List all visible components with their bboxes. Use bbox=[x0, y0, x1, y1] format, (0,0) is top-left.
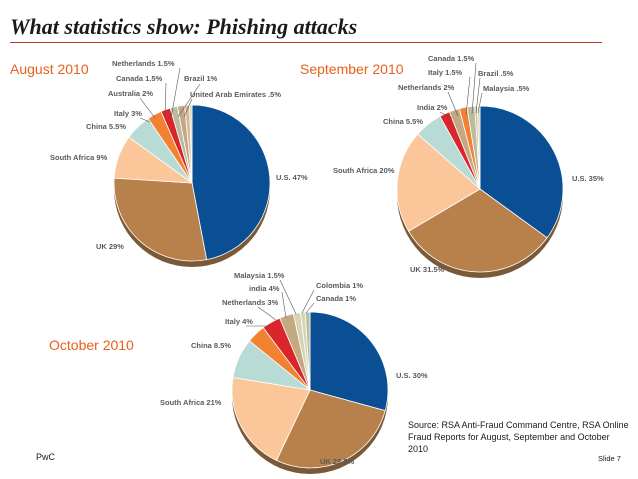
slice-label-u-s-: U.S. 30% bbox=[396, 371, 428, 380]
leader-line bbox=[477, 92, 483, 114]
chart-title-august: August 2010 bbox=[10, 61, 89, 77]
leader-line bbox=[257, 306, 277, 321]
slice-label-malaysia: Malaysia 1.5% bbox=[234, 271, 285, 280]
slice-label-u-s-: U.S. 35% bbox=[572, 174, 604, 183]
title-rule bbox=[10, 42, 602, 43]
slice-label-united-arab-emirates: United Arab Emirates .5% bbox=[190, 90, 281, 99]
pie-slice-malaysia bbox=[476, 105, 481, 190]
pie-slice-south-africa bbox=[396, 133, 481, 232]
source-note: Source: RSA Anti-Fraud Command Centre, R… bbox=[408, 420, 629, 454]
slice-label-netherlands: Netherlands 1.5% bbox=[112, 59, 175, 68]
leader-line bbox=[465, 76, 471, 116]
slice-label-malaysia: Malaysia .5% bbox=[483, 84, 530, 93]
slide-number: Slide 7 bbox=[598, 454, 621, 463]
leader-line bbox=[301, 289, 315, 314]
pie-august-2010: U.S. 47% UK 29% South Africa 9% China 5.5% I… bbox=[50, 59, 308, 267]
slice-label-south-africa: South Africa 9% bbox=[50, 153, 108, 162]
leader-line bbox=[447, 91, 459, 117]
leader-line bbox=[281, 291, 287, 319]
pie-september-2010: U.S. 35% UK 31.5% South Africa 20% China 5.… bbox=[333, 54, 604, 278]
leader-line bbox=[139, 117, 151, 123]
pie-slice-canada bbox=[304, 311, 311, 391]
slice-label-india: india 4% bbox=[249, 284, 280, 293]
slice-label-china: China 5.5% bbox=[86, 122, 126, 131]
slice-label-india: India 2% bbox=[417, 103, 448, 112]
slice-label-china: China 5.5% bbox=[383, 117, 423, 126]
pie-slice-uk bbox=[408, 188, 548, 273]
slice-label-brazil: Brazil .5% bbox=[478, 69, 514, 78]
slice-label-uk: UK 28.5% bbox=[320, 457, 355, 466]
leader-line bbox=[183, 98, 193, 118]
leader-line bbox=[164, 82, 167, 119]
leader-line bbox=[279, 279, 297, 315]
slice-label-canada: Canada 1.5% bbox=[116, 74, 163, 83]
slice-label-uk: UK 31.5% bbox=[410, 265, 445, 274]
pie-october-2010: U.S. 30% UK 28.5% South Africa 21% China 8.… bbox=[160, 271, 428, 474]
pie-slice-uk bbox=[275, 389, 386, 469]
pie-slice-uk bbox=[113, 177, 208, 262]
slice-label-canada: Canada 1% bbox=[316, 294, 356, 303]
slice-label-uk: UK 29% bbox=[96, 242, 124, 251]
footer-brand: PwC bbox=[36, 452, 56, 462]
leader-line bbox=[177, 83, 201, 118]
pie-slice-u-s- bbox=[191, 104, 271, 261]
leader-line bbox=[471, 62, 477, 115]
slice-label-south-africa: South Africa 20% bbox=[333, 166, 395, 175]
slice-label-canada: Canada 1.5% bbox=[428, 54, 475, 63]
slice-label-u-s-: U.S. 47% bbox=[276, 173, 308, 182]
leader-line bbox=[439, 111, 453, 119]
slide-title: What statistics show: Phishing attacks bbox=[10, 14, 358, 39]
slice-label-netherlands: Netherlands 3% bbox=[222, 298, 279, 307]
pie-slice-u-s- bbox=[309, 311, 389, 412]
leader-line bbox=[475, 77, 481, 114]
chart-title-october: October 2010 bbox=[49, 337, 134, 353]
leader-line bbox=[305, 302, 315, 314]
pie-slice-south-africa bbox=[231, 377, 311, 461]
slice-label-italy: Italy 4% bbox=[225, 317, 253, 326]
slice-label-netherlands: Netherlands 2% bbox=[398, 83, 455, 92]
slice-label-south-africa: South Africa 21% bbox=[160, 398, 222, 407]
pie-slice-u-s- bbox=[479, 105, 564, 239]
slice-label-australia: Australia 2% bbox=[108, 89, 153, 98]
slice-label-italy: Italy 1.5% bbox=[428, 68, 463, 77]
leader-line bbox=[139, 97, 156, 119]
slice-label-brazil: Brazil 1% bbox=[184, 74, 218, 83]
chart-title-september: September 2010 bbox=[300, 61, 404, 77]
leader-line bbox=[170, 67, 181, 119]
slice-label-china: China 8.5% bbox=[191, 341, 231, 350]
slice-label-italy: Italy 3% bbox=[114, 109, 142, 118]
slice-label-colombia: Colombia 1% bbox=[316, 281, 363, 290]
